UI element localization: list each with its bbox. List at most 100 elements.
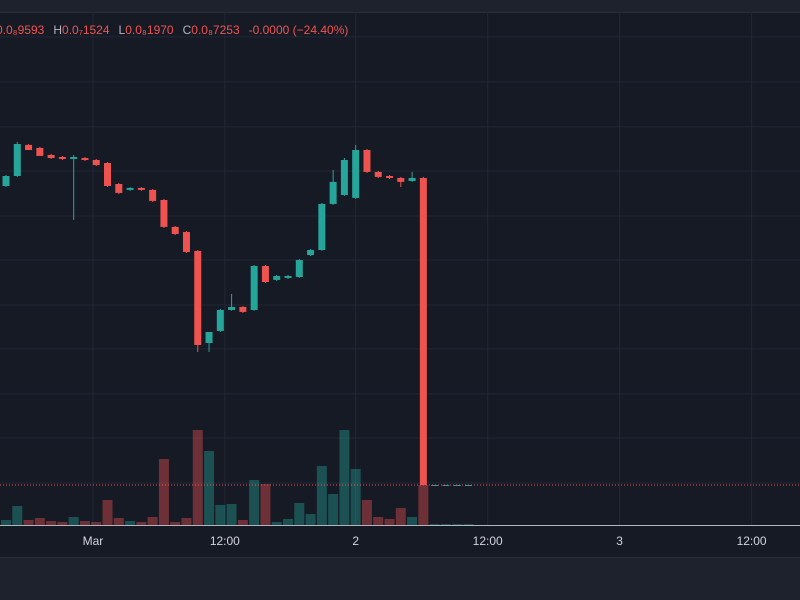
volume-bar — [192, 430, 203, 525]
volume-bar — [158, 459, 169, 525]
volume-bar — [226, 504, 237, 525]
candle-body — [340, 159, 348, 196]
plot-area — [0, 12, 800, 525]
candle-body — [25, 144, 33, 151]
candle-body — [453, 484, 461, 486]
volume-bar — [361, 500, 372, 525]
volume-bar — [294, 503, 305, 525]
ohlc-legend: 0.0₈9593 H0.0₇1524 L0.0₈1970 C0.0₈7253 -0.00… — [0, 23, 348, 37]
volume-bar — [91, 522, 102, 525]
volume-bar — [102, 500, 113, 525]
volume-bar — [57, 522, 68, 525]
top-bar — [0, 0, 800, 12]
volume-bar — [12, 506, 23, 525]
volume-bar — [113, 518, 124, 525]
volume-bar — [350, 469, 361, 525]
candle-body — [205, 332, 213, 344]
legend-value: 0.0₈7253 — [191, 23, 240, 37]
volume-bar — [23, 520, 34, 525]
labels: Mar 12:00 2 12:00 3 12:00 — [83, 534, 767, 548]
legend-key: C — [183, 23, 192, 37]
volume-bar — [170, 522, 181, 525]
volume-bar — [79, 521, 90, 525]
candle-body — [329, 181, 337, 204]
volume-bar — [46, 521, 57, 525]
volume-bar — [418, 485, 429, 525]
candle-body — [36, 147, 44, 156]
volume-bar — [237, 520, 248, 525]
candle-body — [273, 275, 281, 280]
volume-bar — [204, 451, 215, 525]
candle-body — [182, 232, 190, 252]
bottom-toolbar — [0, 557, 800, 600]
candle-body — [171, 226, 179, 234]
time-axis — [0, 525, 800, 557]
candle-body — [239, 306, 247, 312]
volume-bar — [373, 517, 384, 525]
legend-key: H — [53, 23, 62, 37]
candle-body — [228, 306, 236, 310]
volume-bar — [305, 514, 316, 525]
volume-bar — [1, 520, 12, 525]
volume-bar — [463, 524, 474, 525]
x-tick-label: Mar — [83, 534, 104, 548]
legend-open: 0.0₈9593 — [0, 23, 45, 37]
x-tick-label: 2 — [352, 534, 359, 548]
x-tick-label: 12:00 — [473, 534, 503, 548]
volume-bar — [181, 518, 192, 525]
volume-bar — [271, 522, 282, 525]
candle-body — [104, 163, 112, 186]
x-tick-label: 12:00 — [737, 534, 767, 548]
volume-bar — [328, 494, 339, 525]
candle-body — [81, 158, 89, 160]
candle-body — [431, 484, 439, 486]
volume-bar — [68, 517, 79, 525]
candle-body — [284, 275, 292, 278]
candle-body — [149, 189, 157, 201]
candle-body — [318, 203, 326, 251]
volume-bar — [260, 484, 271, 525]
volume-bar — [34, 518, 45, 525]
candle-body — [137, 187, 145, 190]
candle-body — [58, 156, 66, 159]
legend-change: -0.0000 (−24.40%) — [249, 23, 349, 37]
x-tick-label: 12:00 — [210, 534, 240, 548]
volume-bar — [316, 466, 327, 525]
candle-body — [307, 250, 315, 255]
legend-key: L — [119, 23, 126, 37]
volume-bar — [147, 517, 158, 525]
candle-body — [126, 187, 134, 190]
x-tick-label: 3 — [616, 534, 623, 548]
candle-body — [250, 266, 258, 310]
candle-body — [408, 177, 416, 181]
candle-body — [386, 176, 394, 178]
volume-bar — [440, 524, 451, 525]
grid — [0, 12, 800, 525]
candle-body — [194, 250, 202, 345]
candle-body — [352, 150, 360, 198]
volume-bar — [283, 519, 294, 525]
candle-body — [47, 155, 55, 159]
candle-body — [295, 259, 303, 278]
volume-bar — [452, 524, 463, 525]
candle-body — [363, 150, 371, 172]
candle-body — [374, 171, 382, 177]
volume-pane — [1, 430, 474, 525]
legend-value: 0.0₇1524 — [62, 23, 110, 37]
candle-body — [216, 309, 224, 331]
candle-body — [261, 266, 269, 283]
candle-body — [160, 200, 168, 227]
candle-body — [13, 143, 21, 177]
volume-bar — [125, 521, 136, 525]
candle-body — [70, 156, 78, 159]
candle-body — [442, 484, 450, 486]
volume-bar — [395, 508, 406, 525]
volume-bar — [407, 517, 418, 525]
volume-bar — [384, 519, 395, 525]
candles — [0, 141, 800, 486]
candle-body — [397, 177, 405, 182]
volume-bar — [429, 524, 440, 525]
volume-bar — [339, 430, 350, 525]
